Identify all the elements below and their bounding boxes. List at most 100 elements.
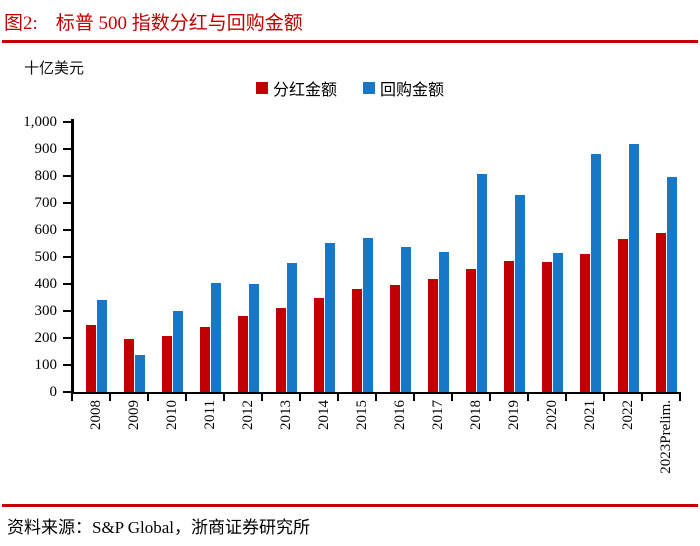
x-axis-label-2012: 2012 bbox=[240, 400, 256, 430]
y-axis-tick bbox=[63, 202, 72, 204]
bar-dividends-2014 bbox=[314, 297, 324, 392]
chart-legend: 分红金额 回购金额 bbox=[0, 76, 700, 100]
bar-dividends-2015 bbox=[352, 288, 362, 392]
x-axis-label-2008: 2008 bbox=[88, 400, 104, 430]
x-axis-tick bbox=[185, 394, 187, 401]
bar-buybacks-2022 bbox=[629, 143, 639, 392]
y-axis-tick bbox=[63, 337, 72, 339]
legend-item-dividends: 分红金额 bbox=[255, 76, 337, 100]
bar-buybacks-2018 bbox=[477, 174, 487, 392]
x-axis-tick bbox=[641, 394, 643, 401]
y-axis-tick bbox=[63, 121, 72, 123]
x-axis-label-2011: 2011 bbox=[202, 400, 218, 430]
x-axis-label-2018: 2018 bbox=[468, 400, 484, 430]
bar-dividends-2009 bbox=[124, 338, 134, 392]
legend-label-buybacks: 回购金额 bbox=[380, 82, 445, 99]
bar-dividends-2018 bbox=[466, 268, 476, 392]
x-axis-tick bbox=[413, 394, 415, 401]
bar-dividends-2011 bbox=[200, 326, 210, 392]
x-axis-tick bbox=[71, 394, 73, 401]
x-axis-tick bbox=[261, 394, 263, 401]
bar-buybacks-2023Prelim bbox=[667, 177, 677, 392]
x-axis-label-2022: 2022 bbox=[620, 400, 636, 430]
x-axis-label-2014: 2014 bbox=[316, 400, 332, 430]
x-axis-tick bbox=[451, 394, 453, 401]
x-axis-tick bbox=[375, 394, 377, 401]
x-axis-tick bbox=[109, 394, 111, 401]
y-axis-tick bbox=[63, 364, 72, 366]
bar-buybacks-2016 bbox=[401, 246, 411, 392]
bar-buybacks-2013 bbox=[287, 263, 297, 392]
bar-dividends-2013 bbox=[276, 307, 286, 392]
y-axis-tick-label: 400 bbox=[34, 275, 58, 292]
x-axis-label-2016: 2016 bbox=[392, 400, 408, 430]
bar-buybacks-2012 bbox=[249, 284, 259, 392]
figure-number: 图2: bbox=[4, 13, 38, 34]
x-axis-label-2009: 2009 bbox=[126, 400, 142, 430]
footer-divider bbox=[2, 504, 698, 507]
bar-buybacks-2019 bbox=[515, 195, 525, 392]
y-axis-tick-label: 800 bbox=[34, 167, 58, 184]
source-note: 资料来源：S&P Global，浙商证券研究所 bbox=[7, 518, 311, 537]
title-divider bbox=[2, 40, 698, 43]
bar-buybacks-2020 bbox=[553, 252, 563, 392]
bar-dividends-2008 bbox=[86, 324, 96, 392]
y-axis-tick-label: 600 bbox=[34, 221, 58, 238]
x-axis-tick bbox=[489, 394, 491, 401]
y-axis-tick-label: 300 bbox=[34, 302, 58, 319]
bar-buybacks-2017 bbox=[439, 251, 449, 392]
figure-title: 图2: 标普 500 指数分红与回购金额 bbox=[4, 8, 303, 35]
y-axis-unit-label: 十亿美元 bbox=[24, 61, 85, 77]
y-axis-tick-label: 0 bbox=[49, 383, 58, 400]
legend-item-buybacks: 回购金额 bbox=[363, 76, 444, 100]
x-axis-tick bbox=[679, 394, 681, 401]
y-axis-tick bbox=[63, 148, 72, 150]
bar-buybacks-2008 bbox=[97, 300, 107, 392]
y-axis-tick bbox=[63, 283, 72, 285]
x-axis-tick bbox=[223, 394, 225, 401]
y-axis-tick-label: 1,000 bbox=[23, 113, 57, 130]
bar-buybacks-2011 bbox=[211, 282, 221, 392]
y-axis-tick-label: 700 bbox=[34, 194, 58, 211]
x-axis-label-2023Prelim: 2023Prelim. bbox=[658, 400, 674, 474]
x-axis-tick bbox=[565, 394, 567, 401]
bar-dividends-2021 bbox=[580, 254, 590, 392]
legend-label-dividends: 分红金额 bbox=[272, 82, 337, 99]
y-axis-tick bbox=[63, 391, 72, 393]
bar-dividends-2016 bbox=[390, 284, 400, 392]
x-axis-tick bbox=[299, 394, 301, 401]
x-axis-label-2015: 2015 bbox=[354, 400, 370, 430]
legend-swatch-buybacks bbox=[363, 82, 375, 94]
bar-dividends-2020 bbox=[542, 262, 552, 392]
x-axis-tick bbox=[147, 394, 149, 401]
y-axis-tick bbox=[63, 256, 72, 258]
bar-dividends-2022 bbox=[618, 239, 628, 392]
bar-buybacks-2015 bbox=[363, 237, 373, 392]
bar-dividends-2023Prelim bbox=[656, 233, 666, 392]
x-axis-label-2010: 2010 bbox=[164, 400, 180, 430]
bar-buybacks-2021 bbox=[591, 154, 601, 392]
x-axis-label-2019: 2019 bbox=[506, 400, 522, 430]
y-axis-tick-label: 200 bbox=[34, 329, 58, 346]
x-axis-label-2020: 2020 bbox=[544, 400, 560, 430]
y-axis-tick-label: 100 bbox=[34, 356, 58, 373]
bar-dividends-2017 bbox=[428, 278, 438, 392]
y-axis-tick-label: 900 bbox=[34, 140, 58, 157]
y-axis-line bbox=[71, 119, 74, 394]
x-axis-tick bbox=[603, 394, 605, 401]
x-axis-tick bbox=[337, 394, 339, 401]
x-axis-label-2013: 2013 bbox=[278, 400, 294, 430]
bar-dividends-2010 bbox=[162, 336, 172, 392]
x-axis-label-2021: 2021 bbox=[582, 400, 598, 430]
figure-title-text: 标普 500 指数分红与回购金额 bbox=[55, 13, 303, 34]
x-axis-line bbox=[71, 391, 681, 394]
y-axis-tick-label: 500 bbox=[34, 248, 58, 265]
y-axis-tick bbox=[63, 310, 72, 312]
y-axis-tick bbox=[63, 229, 72, 231]
legend-swatch-dividends bbox=[255, 82, 268, 94]
bar-dividends-2012 bbox=[238, 316, 248, 392]
x-axis-label-2017: 2017 bbox=[430, 400, 446, 430]
bar-buybacks-2009 bbox=[135, 355, 145, 392]
